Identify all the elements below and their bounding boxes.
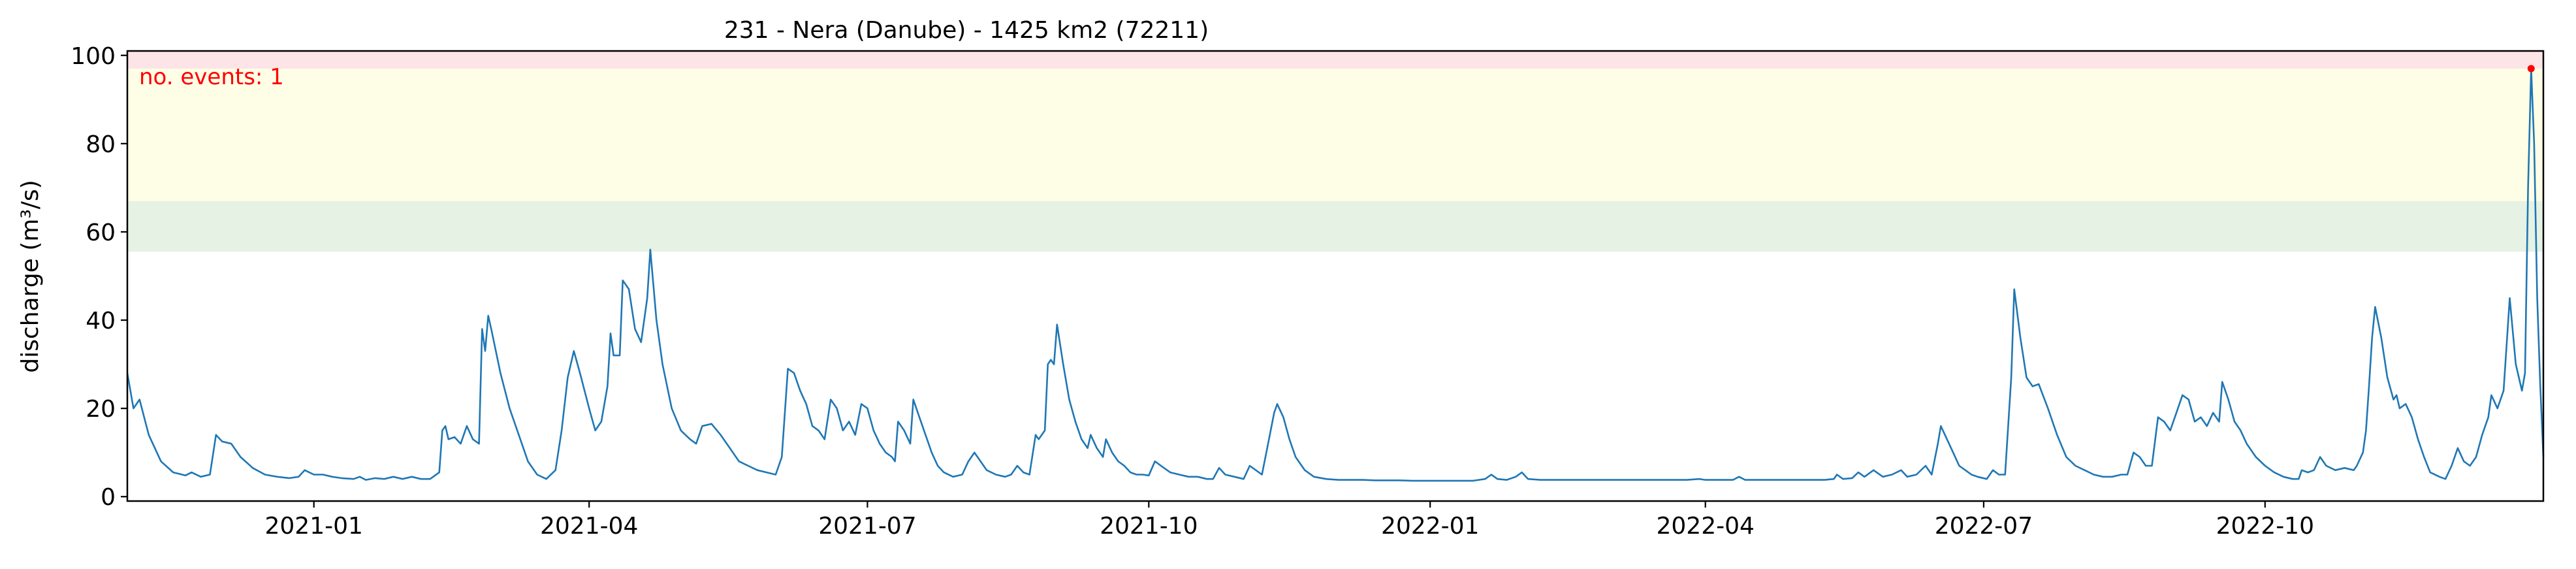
y-axis-ticks: 0 20 40 60 80 100 bbox=[71, 43, 127, 511]
x-tick-label: 2022-04 bbox=[1656, 513, 1754, 540]
y-axis-label: discharge (m³/s) bbox=[17, 180, 44, 372]
plot-frame bbox=[126, 50, 2545, 502]
x-tick-label: 2021-01 bbox=[264, 513, 362, 540]
x-tick-label: 2022-01 bbox=[1381, 513, 1479, 540]
y-tick-label: 0 bbox=[101, 484, 116, 511]
threshold-bands bbox=[127, 51, 2543, 252]
y-tick-label: 100 bbox=[71, 43, 116, 70]
band-yellow bbox=[127, 69, 2543, 201]
band-red bbox=[127, 51, 2543, 69]
series-layer bbox=[126, 67, 2545, 482]
chart-title: 231 - Nera (Danube) - 1425 km2 (72211) bbox=[724, 17, 1209, 44]
x-tick-label: 2021-04 bbox=[540, 513, 638, 540]
event-marker-0 bbox=[2527, 65, 2535, 73]
x-tick-label: 2022-10 bbox=[2216, 513, 2314, 540]
events-layer bbox=[2527, 65, 2535, 73]
discharge-line-0 bbox=[126, 67, 2545, 482]
band-green bbox=[127, 201, 2543, 252]
y-tick-label: 20 bbox=[86, 396, 116, 423]
x-axis-ticks: 2021-01 2021-04 2021-07 2021-10 2022-01 2022-… bbox=[264, 501, 2314, 540]
x-tick-label: 2021-10 bbox=[1100, 513, 1198, 540]
x-tick-label: 2021-07 bbox=[818, 513, 916, 540]
event-count-annotation: no. events: 1 bbox=[139, 64, 284, 90]
y-tick-label: 40 bbox=[86, 308, 116, 334]
y-tick-label: 80 bbox=[86, 131, 116, 158]
y-tick-label: 60 bbox=[86, 219, 116, 246]
x-tick-label: 2022-07 bbox=[1935, 513, 2033, 540]
